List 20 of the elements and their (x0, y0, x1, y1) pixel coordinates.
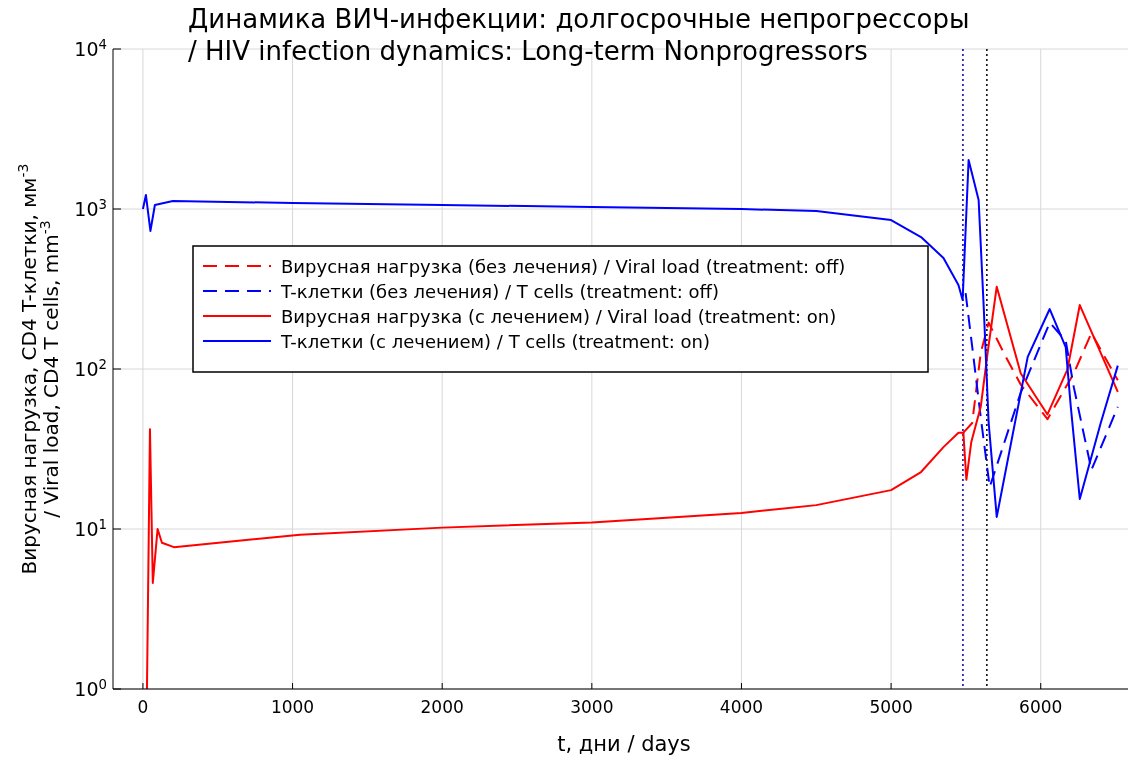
x-tick-label: 5000 (869, 697, 913, 717)
y-tick-label: 10$^{3}$ (74, 196, 107, 220)
x-tick-label: 4000 (719, 697, 764, 717)
legend-label: Вирусная нагрузка (с лечением) / Viral load (treatment: on) (281, 306, 837, 327)
legend-label: Вирусная нагрузка (без лечения) / Viral load (treatment: off) (281, 256, 846, 277)
line-series (145, 285, 1119, 689)
y-tick-label: 10$^{4}$ (74, 36, 107, 60)
x-tick-label: 2000 (420, 697, 464, 717)
x-axis-title: t, дни / days (557, 732, 691, 756)
x-tick-label: 1000 (270, 697, 315, 717)
y-tick-label: 10$^{2}$ (74, 356, 107, 380)
line-series (141, 159, 1119, 518)
legend-label: T-клетки (с лечением) / T cells (treatment: on) (280, 331, 710, 352)
x-tick-label: 0 (137, 697, 149, 717)
y-tick-label: 10$^{1}$ (74, 516, 107, 540)
x-tick-label: 6000 (1019, 697, 1063, 717)
y-tick-label: 10$^{0}$ (74, 676, 107, 700)
legend-label: T-клетки (без лечения) / T cells (treatment: off) (280, 281, 720, 302)
x-tick-label: 3000 (570, 697, 614, 717)
chart-title: Динамика ВИЧ-инфекции: долгосрочные непрогрессоры / HIV infection dynamics: Long-term Nonprogressors (188, 4, 970, 66)
